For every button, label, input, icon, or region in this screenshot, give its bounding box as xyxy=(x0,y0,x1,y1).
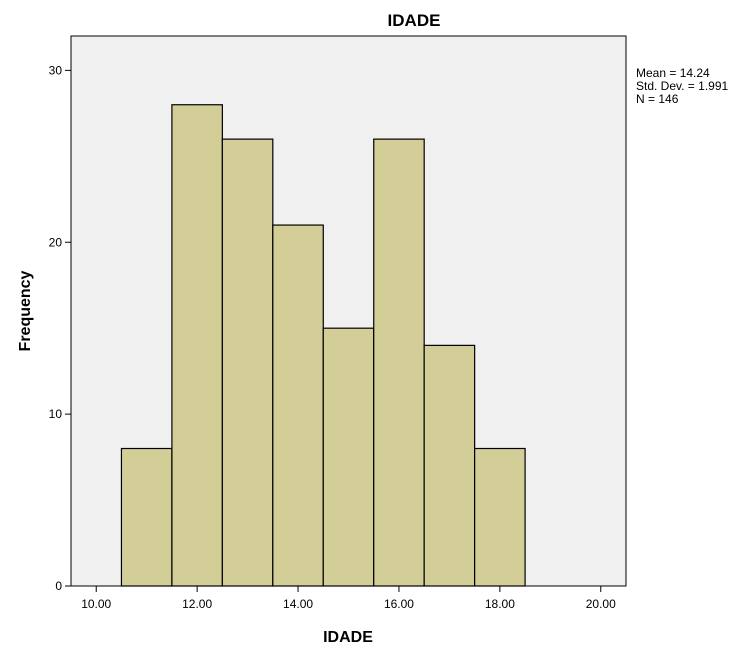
x-tick-label: 14.00 xyxy=(283,597,313,611)
y-axis-title: Frequency xyxy=(17,270,34,351)
x-tick-label: 18.00 xyxy=(485,597,515,611)
x-tick-label: 12.00 xyxy=(182,597,212,611)
histogram-bar xyxy=(373,138,425,587)
histogram-bar xyxy=(474,447,526,587)
stat-n: N = 146 xyxy=(636,92,679,106)
x-tick-label: 16.00 xyxy=(384,597,414,611)
x-tick-label: 20.00 xyxy=(586,597,616,611)
y-tick-label: 20 xyxy=(49,235,63,249)
y-tick-label: 30 xyxy=(49,63,63,77)
histogram-bar xyxy=(423,344,476,587)
y-tick-label: 10 xyxy=(49,407,63,421)
bars-group xyxy=(120,104,526,587)
y-tick-label: 0 xyxy=(55,579,62,593)
histogram-bar xyxy=(322,327,375,587)
histogram-bar xyxy=(221,138,274,587)
histogram-bar xyxy=(171,104,223,587)
histogram-bar xyxy=(120,447,173,587)
x-tick-label: 10.00 xyxy=(81,597,111,611)
histogram-bar xyxy=(272,224,324,587)
chart-title: IDADE xyxy=(388,11,441,30)
stat-std-dev: Std. Dev. = 1.991 xyxy=(636,79,728,93)
axes-group: 0 10 20 30 10.00 12.00 14.00 16.00 18.00 20.00 xyxy=(49,63,616,611)
stat-mean: Mean = 14.24 xyxy=(636,66,710,80)
x-axis-title: IDADE xyxy=(323,629,373,646)
